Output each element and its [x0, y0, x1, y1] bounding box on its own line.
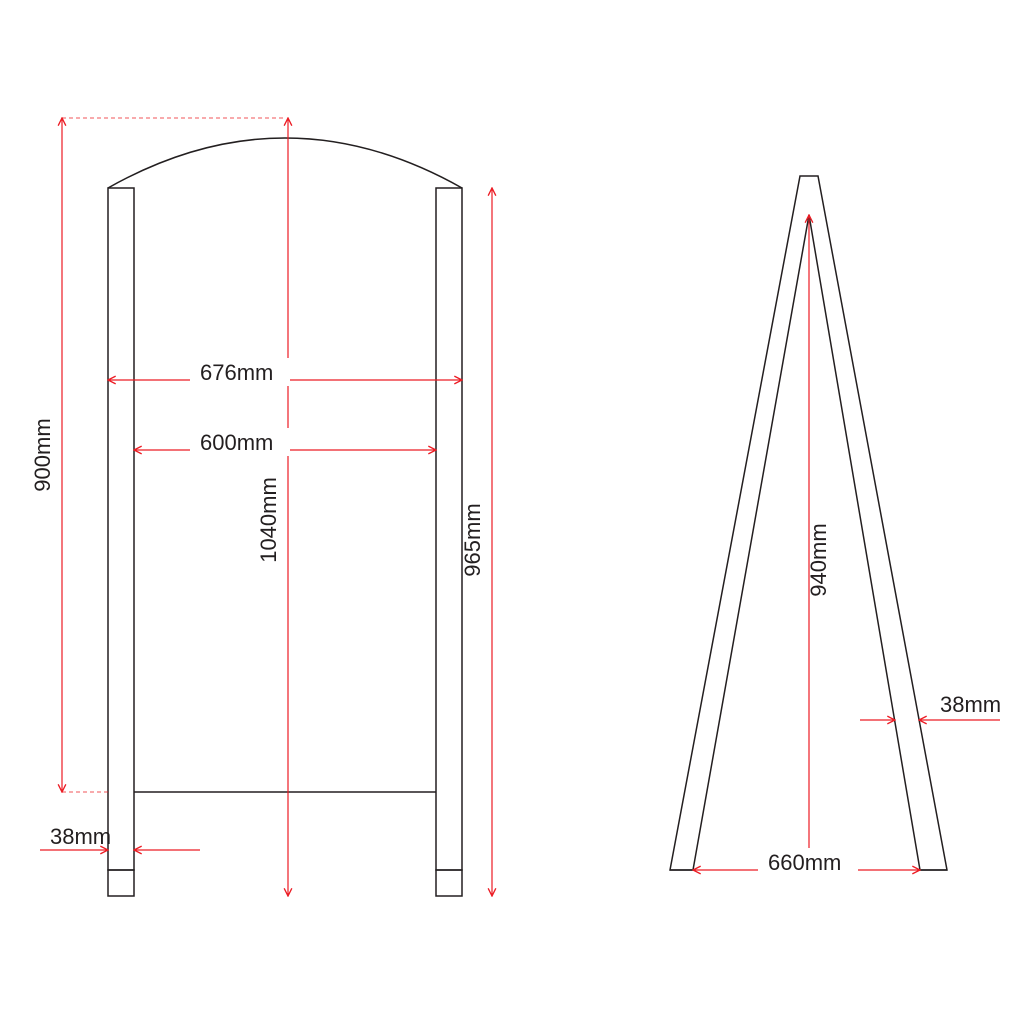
front-right-leg: [436, 188, 462, 870]
dim-38-front: 38mm: [40, 824, 200, 850]
dim-label-1040: 1040mm: [256, 477, 281, 563]
dim-38-side: 38mm: [860, 692, 1001, 720]
front-arch: [108, 138, 462, 188]
dim-label-660: 660mm: [768, 850, 841, 875]
front-right-foot: [436, 870, 462, 896]
front-left-leg: [108, 188, 134, 870]
dim-label-940: 940mm: [806, 523, 831, 596]
side-view: 940mm 660mm 38mm: [670, 176, 1001, 876]
dim-label-676: 676mm: [200, 360, 273, 385]
dim-label-38-front: 38mm: [50, 824, 111, 849]
dim-label-38-side: 38mm: [940, 692, 1001, 717]
front-left-foot: [108, 870, 134, 896]
front-view: 900mm 1040mm 965mm 676mm 600mm 38mm: [30, 118, 492, 896]
dim-label-600: 600mm: [200, 430, 273, 455]
dim-label-965: 965mm: [460, 503, 485, 576]
dim-label-900: 900mm: [30, 418, 55, 491]
